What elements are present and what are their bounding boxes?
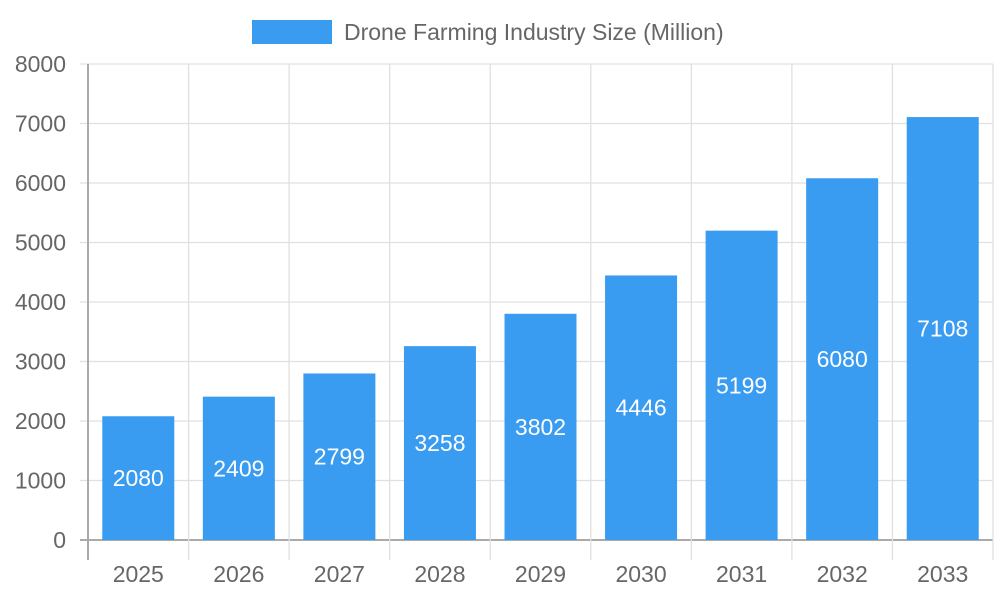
legend-swatch — [252, 20, 332, 44]
y-tick-label: 3000 — [15, 349, 66, 375]
y-tick-label: 0 — [53, 527, 66, 553]
y-tick-label: 4000 — [15, 289, 66, 315]
data-label: 2409 — [213, 455, 264, 481]
bar — [605, 275, 678, 540]
x-tick-label: 2029 — [515, 561, 566, 587]
data-label: 3802 — [515, 414, 566, 440]
data-label: 2080 — [113, 465, 164, 491]
y-tick-label: 2000 — [15, 408, 66, 434]
y-tick-label: 5000 — [15, 230, 66, 256]
x-tick-label: 2031 — [716, 561, 767, 587]
data-label: 4446 — [615, 395, 666, 421]
bar — [303, 373, 376, 540]
data-label: 6080 — [817, 346, 868, 372]
bar — [202, 396, 275, 540]
y-tick-label: 1000 — [15, 468, 66, 494]
bar — [403, 346, 476, 540]
legend-label: Drone Farming Industry Size (Million) — [344, 19, 724, 45]
bar — [504, 313, 577, 540]
y-tick-label: 6000 — [15, 170, 66, 196]
bar — [806, 178, 879, 541]
data-label: 3258 — [414, 430, 465, 456]
data-label: 2799 — [314, 444, 365, 470]
x-tick-label: 2030 — [615, 561, 666, 587]
bar — [705, 230, 778, 541]
x-tick-label: 2027 — [314, 561, 365, 587]
x-tick-label: 2033 — [917, 561, 968, 587]
bar — [102, 416, 175, 540]
x-tick-label: 2025 — [113, 561, 164, 587]
y-tick-label: 8000 — [15, 51, 66, 77]
x-tick-label: 2026 — [213, 561, 264, 587]
y-tick-label: 7000 — [15, 111, 66, 137]
x-tick-label: 2032 — [817, 561, 868, 587]
bar — [906, 117, 979, 540]
data-label: 5199 — [716, 372, 767, 398]
data-label: 7108 — [917, 316, 968, 342]
x-tick-label: 2028 — [414, 561, 465, 587]
